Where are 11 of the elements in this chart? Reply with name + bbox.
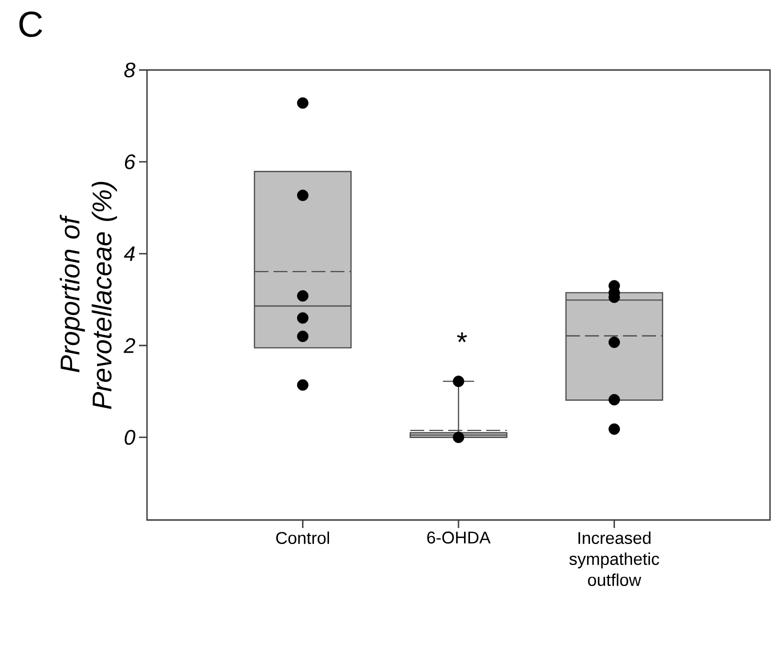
- y-tick-label: 6: [124, 154, 136, 170]
- x-tick-label: Increased sympathetic outflow: [569, 532, 660, 586]
- x-tick-label: Control: [276, 532, 330, 544]
- y-tick-label: 8: [124, 62, 136, 78]
- y-tick-label: 4: [124, 246, 135, 261]
- y-tick-label: 0: [124, 430, 136, 445]
- y-axis-title: Proportion of Prevotellaceae (%): [60, 182, 117, 409]
- x-tick-label: 6-OHDA: [427, 532, 491, 544]
- annotation: *: [457, 332, 468, 342]
- y-tick-label: 2: [124, 338, 136, 353]
- text: C: [19, 12, 42, 38]
